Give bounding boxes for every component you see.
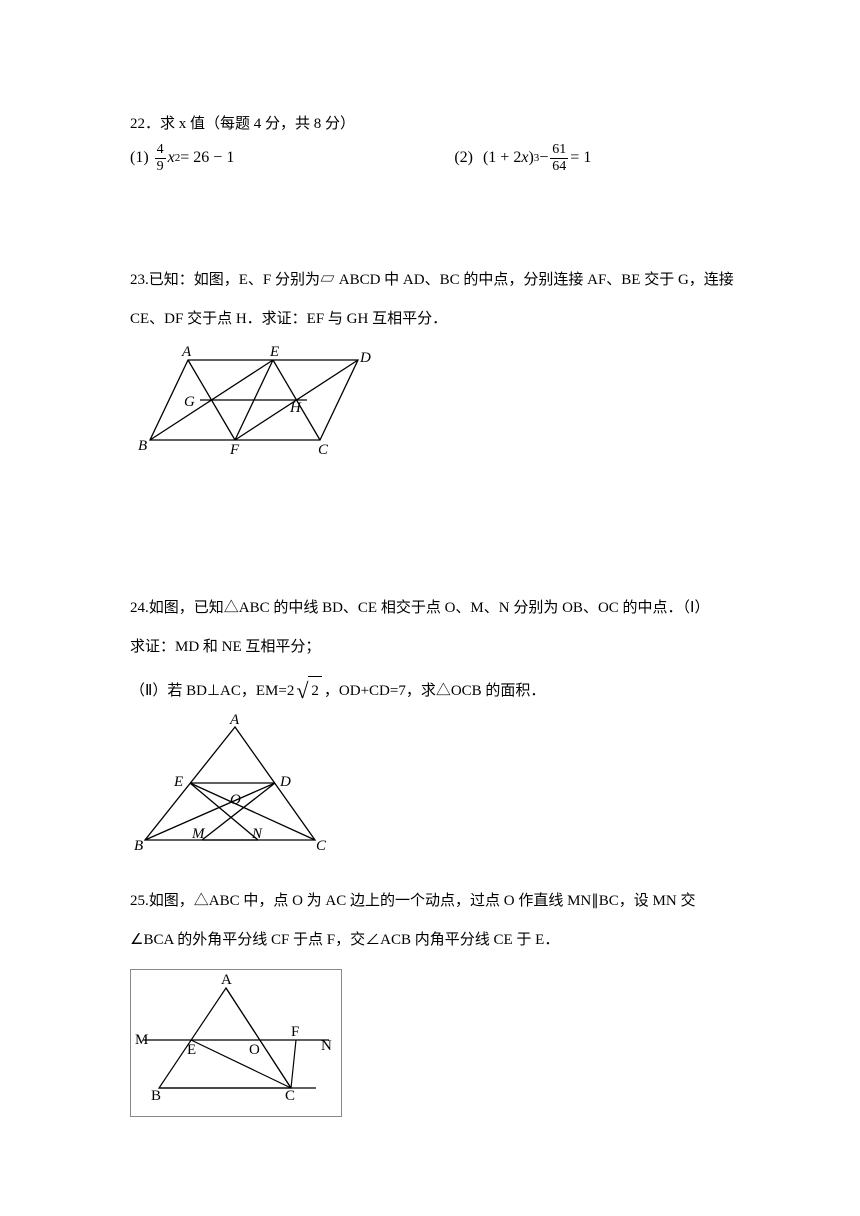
svg-text:E: E <box>187 1042 196 1058</box>
eq1-label: (1) <box>130 143 149 173</box>
svg-text:E: E <box>269 344 279 360</box>
q22-title: 22．求 x 值（每题 4 分，共 8 分） <box>130 110 740 139</box>
q24-part2: （Ⅱ）若 BD⊥AC，EM=2 √2 ，OD+CD=7，求△OCB 的面积． <box>130 676 740 706</box>
svg-text:O: O <box>249 1042 260 1058</box>
q25-text2: ∠BCA 的外角平分线 CF 于点 F，交∠ACB 内角平分线 CE 于 E． <box>130 924 740 957</box>
svg-text:N: N <box>321 1038 332 1054</box>
q22-eq2: (2) (1 + 2x)3 − 61 64 = 1 <box>454 143 591 174</box>
q24-text2: 求证：MD 和 NE 互相平分； <box>130 631 740 664</box>
eq1-var: x <box>168 143 175 173</box>
q23: 23.已知：如图，E、F 分别为▱ ABCD 中 AD、BC 的中点，分别连接 … <box>130 264 740 473</box>
q25-diagram: A M E O F N B C <box>130 969 342 1117</box>
svg-text:B: B <box>138 438 147 454</box>
svg-text:C: C <box>318 442 329 458</box>
eq1-rhs: = 26 − 1 <box>180 143 234 173</box>
svg-text:C: C <box>285 1088 295 1104</box>
svg-text:G: G <box>184 394 195 410</box>
svg-text:B: B <box>151 1088 161 1104</box>
svg-text:F: F <box>291 1024 299 1040</box>
q22-equations: (1) 4 9 x2 = 26 − 1 (2) (1 + 2x)3 − 61 6… <box>130 143 740 174</box>
svg-text:A: A <box>181 344 192 360</box>
eq2-label: (2) <box>454 143 473 173</box>
q25: 25.如图，△ABC 中，点 O 为 AC 边上的一个动点，过点 O 作直线 M… <box>130 885 740 1117</box>
eq2-fraction: 61 64 <box>550 143 568 174</box>
q23-diagram: A E D G H B F C <box>130 342 740 473</box>
q24-text1: 24.如图，已知△ABC 的中线 BD、CE 相交于点 O、M、N 分别为 OB… <box>130 592 740 625</box>
q23-text2: CE、DF 交于点 H．求证：EF 与 GH 互相平分． <box>130 303 740 336</box>
svg-text:M: M <box>191 826 206 842</box>
sqrt-icon: √2 <box>296 676 322 706</box>
svg-text:N: N <box>251 826 263 842</box>
svg-text:E: E <box>173 774 183 790</box>
eq1-fraction: 4 9 <box>155 143 166 174</box>
svg-text:H: H <box>289 400 302 416</box>
svg-text:F: F <box>229 442 240 458</box>
svg-text:A: A <box>221 972 232 988</box>
q24-diagram: A E D O B M N C <box>130 712 740 868</box>
svg-text:D: D <box>279 774 291 790</box>
svg-text:O: O <box>230 792 241 808</box>
svg-text:D: D <box>359 350 371 366</box>
svg-text:A: A <box>229 712 240 728</box>
q24: 24.如图，已知△ABC 的中线 BD、CE 相交于点 O、M、N 分别为 OB… <box>130 592 740 867</box>
svg-text:M: M <box>135 1032 148 1048</box>
q23-text1: 23.已知：如图，E、F 分别为▱ ABCD 中 AD、BC 的中点，分别连接 … <box>130 264 740 297</box>
q25-text1: 25.如图，△ABC 中，点 O 为 AC 边上的一个动点，过点 O 作直线 M… <box>130 885 740 918</box>
svg-text:C: C <box>316 838 327 854</box>
q22-eq1: (1) 4 9 x2 = 26 − 1 <box>130 143 234 174</box>
svg-text:B: B <box>134 838 143 854</box>
